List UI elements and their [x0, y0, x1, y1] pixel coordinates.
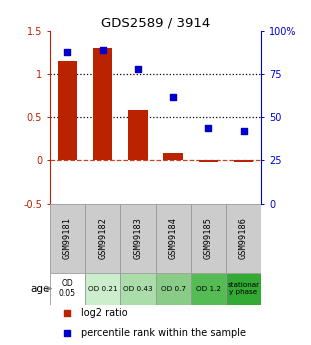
- Text: GSM99182: GSM99182: [98, 217, 107, 259]
- Text: OD 1.2: OD 1.2: [196, 286, 221, 292]
- Point: [171, 94, 176, 99]
- Bar: [191, 273, 226, 305]
- Text: OD 0.43: OD 0.43: [123, 286, 153, 292]
- Bar: [191, 204, 226, 273]
- Point: [100, 47, 105, 53]
- Bar: [226, 273, 261, 305]
- Bar: [50, 273, 85, 305]
- Point: [241, 128, 246, 134]
- Text: percentile rank within the sample: percentile rank within the sample: [81, 328, 247, 338]
- Point: [64, 331, 69, 336]
- Text: log2 ratio: log2 ratio: [81, 308, 128, 318]
- Text: GSM99184: GSM99184: [169, 217, 178, 259]
- Bar: [120, 273, 156, 305]
- Text: GSM99181: GSM99181: [63, 217, 72, 259]
- Bar: [164, 153, 183, 160]
- Bar: [120, 204, 156, 273]
- Bar: [156, 204, 191, 273]
- Bar: [85, 273, 120, 305]
- Text: OD 0.21: OD 0.21: [88, 286, 118, 292]
- Point: [64, 310, 69, 315]
- Bar: [199, 160, 218, 162]
- Point: [206, 125, 211, 130]
- Point: [135, 66, 140, 72]
- Point: [65, 49, 70, 55]
- Title: GDS2589 / 3914: GDS2589 / 3914: [101, 17, 210, 30]
- Text: GSM99183: GSM99183: [133, 217, 142, 259]
- Bar: [226, 204, 261, 273]
- Text: GSM99185: GSM99185: [204, 217, 213, 259]
- Bar: [85, 204, 120, 273]
- Text: OD
0.05: OD 0.05: [59, 279, 76, 298]
- Bar: [234, 160, 253, 162]
- Bar: [50, 204, 85, 273]
- Text: OD 0.7: OD 0.7: [160, 286, 186, 292]
- Bar: [156, 273, 191, 305]
- Text: age: age: [30, 284, 50, 294]
- Text: GSM99186: GSM99186: [239, 217, 248, 259]
- Bar: [128, 110, 148, 160]
- Bar: [93, 48, 112, 160]
- Text: stationar
y phase: stationar y phase: [228, 282, 260, 295]
- Bar: [58, 61, 77, 160]
